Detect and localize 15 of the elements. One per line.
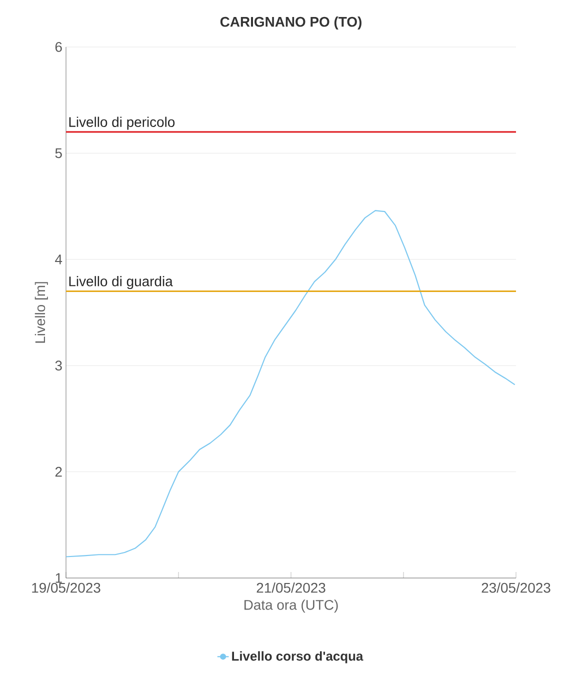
chart-title: CARIGNANO PO (TO) bbox=[220, 16, 362, 30]
y-tick-label: 5 bbox=[55, 148, 62, 158]
y-tick-label: 4 bbox=[55, 254, 62, 264]
y-tick-label: 3 bbox=[55, 360, 62, 371]
ref-line-label: Livello di pericolo bbox=[69, 116, 175, 130]
x-tick-label: 19/05/2023 bbox=[32, 582, 100, 593]
y-tick-label: 2 bbox=[55, 466, 62, 477]
y-axis-title: Livello [m] bbox=[34, 282, 48, 343]
y-tick-label: 6 bbox=[55, 42, 62, 52]
y-tick-label: 1 bbox=[56, 573, 62, 583]
x-tick-label: 21/05/2023 bbox=[256, 582, 326, 593]
legend-label: Livello corso d'acqua bbox=[232, 651, 364, 664]
x-tick-label: 23/05/2023 bbox=[482, 582, 550, 593]
x-axis-title: Data ora (UTC) bbox=[244, 600, 338, 613]
ref-line-label: Livello di guardia bbox=[69, 276, 173, 290]
